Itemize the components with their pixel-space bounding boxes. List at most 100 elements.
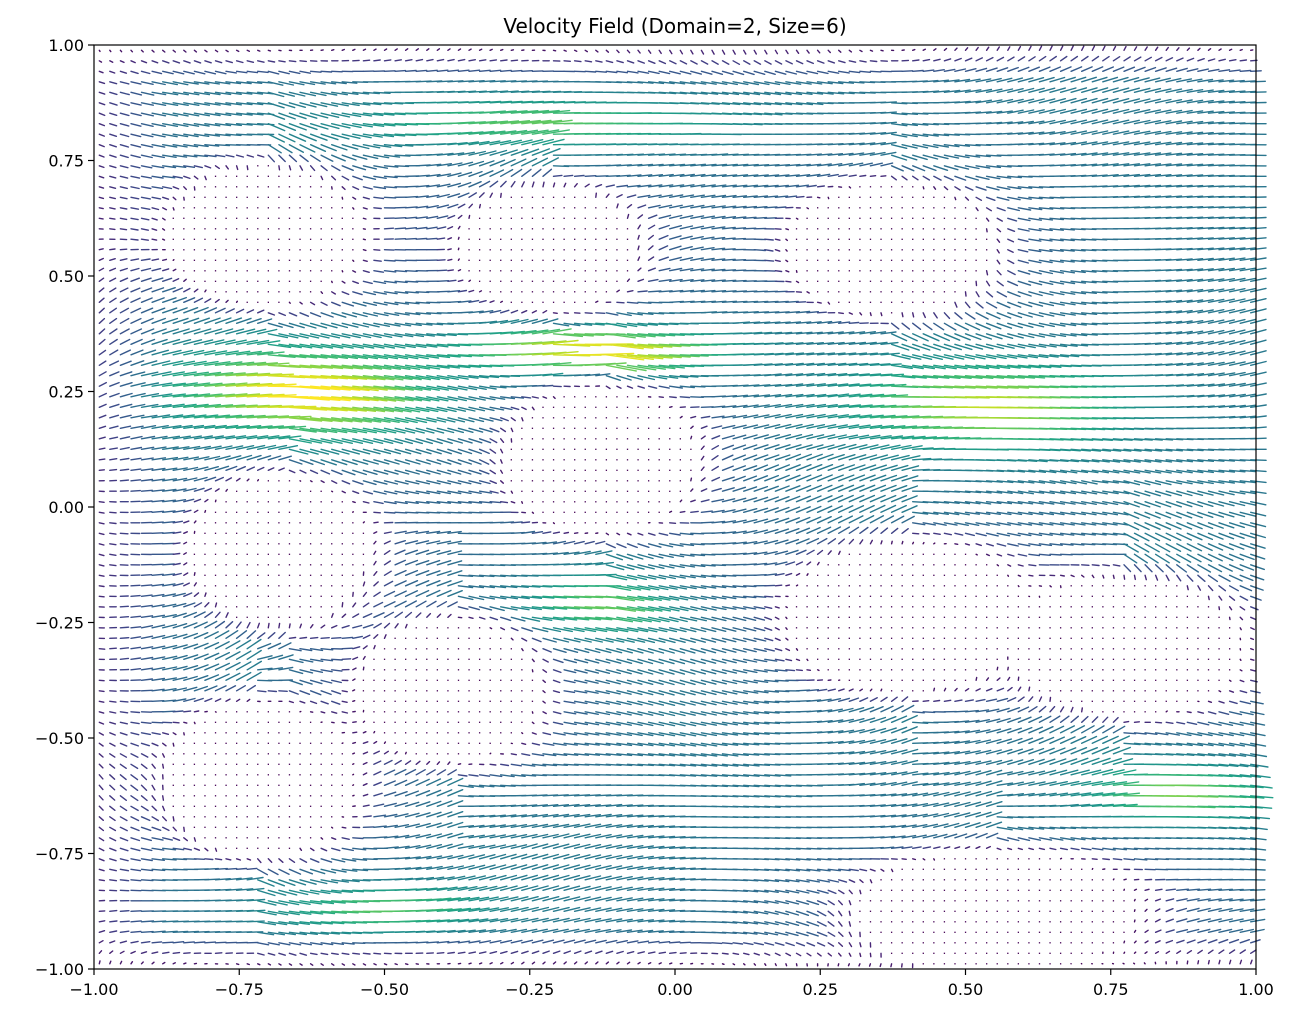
quiver-arrow [172,49,177,53]
quiver-arrow [637,595,662,601]
quiver-dot [383,732,386,734]
quiver-arrow [130,753,139,758]
quiver-dot [605,522,608,524]
quiver-arrow [563,823,580,828]
quiver-arrow [552,658,564,664]
quiver-arrow [447,843,464,849]
quiver-dot [405,658,407,660]
quiver-arrow [394,759,402,765]
quiver-arrow [500,90,519,94]
quiver-dot [405,742,407,744]
quiver-dot [542,259,544,261]
quiver-arrow [214,350,239,356]
quiver-arrow [436,448,452,455]
quiver-dot [626,228,629,230]
quiver-arrow [426,908,453,912]
quiver-dot [225,175,227,177]
quiver-dot [225,186,227,188]
quiver-arrow [679,857,697,860]
quiver-dot [288,291,291,293]
quiver-arrow [457,300,472,303]
quiver-arrow [246,671,262,681]
quiver-dot [637,480,639,482]
quiver-dot [531,490,534,492]
quiver-arrow [552,732,566,736]
quiver-arrow [140,414,158,419]
quiver-dot [267,564,269,566]
quiver-arrow [161,816,168,822]
quiver-arrow [542,763,558,767]
quiver-arrow [447,821,464,828]
quiver-arrow [669,396,677,399]
quiver-arrow [267,690,278,693]
quiver-dot [489,249,491,251]
quiver-dot [595,448,597,450]
quiver-arrow [257,879,275,887]
quiver-arrow [426,930,446,933]
quiver-arrow [415,560,430,566]
quiver-arrow [383,531,392,534]
quiver-arrow [457,448,473,455]
quiver-dot [584,228,586,230]
quiver-arrow [352,375,386,381]
quiver-arrow [309,301,316,306]
quiver-arrow [119,277,129,282]
quiver-arrow [404,270,418,272]
quiver-arrow [172,349,194,356]
quiver-arrow [320,837,324,840]
quiver-arrow [489,192,493,199]
quiver-dot [468,690,470,692]
quiver-arrow [647,49,652,54]
quiver-dot [288,238,291,240]
quiver-dot [521,438,523,440]
quiver-arrow [383,48,388,51]
quiver-arrow [352,942,366,944]
quiver-dot [299,280,301,282]
quiver-arrow [362,720,366,723]
quiver-arrow [288,354,318,359]
quiver-arrow [426,600,437,608]
quiver-dot [352,543,354,545]
quiver-arrow [436,589,452,597]
quiver-dot [500,291,502,293]
quiver-arrow [647,887,665,891]
quiver-arrow [320,448,340,455]
quiver-arrow [172,644,188,650]
quiver-arrow [130,154,141,159]
quiver-arrow [595,60,603,63]
quiver-arrow [246,649,262,660]
quiver-arrow [98,175,105,179]
quiver-dot [288,490,291,492]
quiver-dot [246,711,248,713]
quiver-arrow [309,690,322,696]
quiver-dot [320,595,322,597]
quiver-dot [447,732,449,734]
quiver-arrow [552,637,570,643]
quiver-dot [647,406,650,408]
quiver-arrow [130,70,139,75]
quiver-arrow [573,907,591,912]
quiver-arrow [573,823,591,828]
quiver-arrow [690,510,699,513]
quiver-arrow [246,49,251,52]
quiver-arrow [309,385,351,391]
quiver-arrow [679,70,692,75]
quiver-dot [574,217,576,219]
quiver-dot [288,501,291,503]
quiver-arrow [426,540,441,545]
quiver-arrow [352,102,371,106]
quiver-arrow [552,700,561,704]
quiver-arrow [151,446,167,450]
quiver-arrow [130,721,140,725]
quiver-dot [246,742,248,744]
quiver-arrow [415,205,429,209]
quiver-dot [278,606,280,608]
quiver-dot [236,196,238,198]
quiver-arrow [109,522,117,525]
quiver-dot [341,249,343,251]
quiver-dot [309,196,312,198]
quiver-arrow [257,455,272,461]
quiver-dot [225,774,227,776]
quiver-arrow [130,626,142,629]
quiver-arrow [235,102,253,106]
